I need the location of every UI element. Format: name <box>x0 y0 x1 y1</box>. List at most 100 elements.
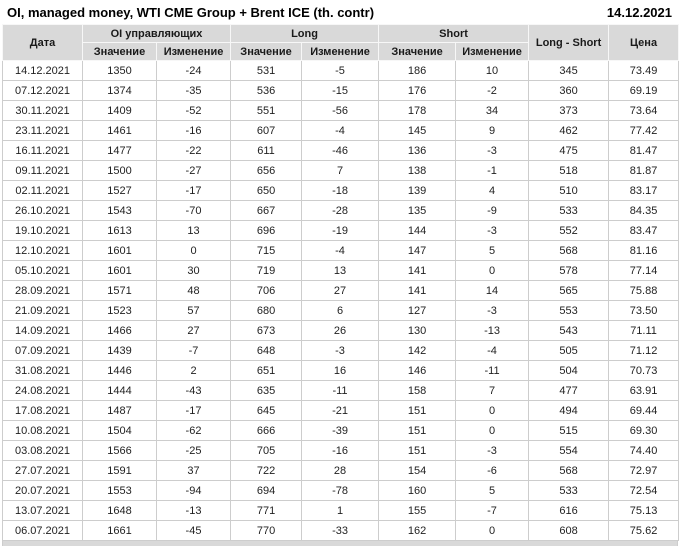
col-header-price: Цена <box>608 24 680 61</box>
table-row: 23.11.2021 1461 -16 607 -4 145 9 462 77.… <box>2 120 680 141</box>
table-row: 13.07.2021 1648 -13 771 1 155 -7 616 75.… <box>2 500 680 521</box>
cell-long-change: -19 <box>301 220 380 241</box>
cell-oi-change: -35 <box>155 80 232 101</box>
cell-oi-value: 1466 <box>82 320 157 341</box>
cell-long-value: 635 <box>230 380 303 401</box>
cell-oi-value: 1527 <box>82 180 157 201</box>
cell-long-value: 694 <box>230 480 303 501</box>
cell-oi-change: -22 <box>155 140 232 161</box>
cell-long-value: 551 <box>230 100 303 121</box>
cell-long-short: 477 <box>528 380 610 401</box>
col-header-oi-change: Изменение <box>155 42 232 61</box>
cell-long-change: -4 <box>301 120 380 141</box>
table-row: 09.11.2021 1500 -27 656 7 138 -1 518 81.… <box>2 160 680 181</box>
cell-short-change: -13 <box>455 320 530 341</box>
cell-long-change: -5 <box>301 60 380 81</box>
cell-long-value: 680 <box>230 300 303 321</box>
cell-short-change: -3 <box>455 140 530 161</box>
cell-long-short: 360 <box>528 80 610 101</box>
cell-short-change: -1 <box>455 160 530 181</box>
cell-short-value: 154 <box>378 460 457 481</box>
table-row: 20.07.2021 1553 -94 694 -78 160 5 533 72… <box>2 480 680 501</box>
cell-short-value: 160 <box>378 480 457 501</box>
col-header-short-value: Значение <box>378 42 457 61</box>
col-header-date: Дата <box>2 24 83 61</box>
col-group-short: Short <box>378 24 530 43</box>
cell-long-short: 518 <box>528 160 610 181</box>
cell-oi-value: 1601 <box>82 240 157 261</box>
cell-long-change: -39 <box>301 420 380 441</box>
cell-price: 77.42 <box>608 120 680 141</box>
cell-oi-value: 1613 <box>82 220 157 241</box>
table-row: 16.11.2021 1477 -22 611 -46 136 -3 475 8… <box>2 140 680 161</box>
cell-short-change: 5 <box>455 240 530 261</box>
cell-oi-change: -62 <box>155 420 232 441</box>
cell-oi-change: -94 <box>155 480 232 501</box>
cell-long-short: 510 <box>528 180 610 201</box>
col-header-long-short: Long - Short <box>528 24 610 61</box>
table-row: 14.09.2021 1466 27 673 26 130 -13 543 71… <box>2 320 680 341</box>
table-row: 30.11.2021 1409 -52 551 -56 178 34 373 7… <box>2 100 680 121</box>
cell-date: 16.11.2021 <box>2 140 83 161</box>
cell-long-change: -15 <box>301 80 380 101</box>
cell-price: 73.49 <box>608 60 680 81</box>
cell-short-value: 145 <box>378 120 457 141</box>
cell-long-change: 7 <box>301 160 380 181</box>
cell-oi-change: -43 <box>155 380 232 401</box>
cell-oi-value: 1461 <box>82 120 157 141</box>
cell-short-change: 34 <box>455 100 530 121</box>
col-header-long-change: Изменение <box>301 42 380 61</box>
cell-long-value: 611 <box>230 140 303 161</box>
cell-short-value: 151 <box>378 440 457 461</box>
cell-short-value: 147 <box>378 240 457 261</box>
cell-oi-value: 1571 <box>82 280 157 301</box>
cell-date: 10.08.2021 <box>2 420 83 441</box>
cell-date: 21.09.2021 <box>2 300 83 321</box>
cell-short-change: 4 <box>455 180 530 201</box>
cell-date: 19.10.2021 <box>2 220 83 241</box>
cell-date: 26.10.2021 <box>2 200 83 221</box>
cell-long-short: 515 <box>528 420 610 441</box>
cell-date: 12.10.2021 <box>2 240 83 261</box>
cell-oi-value: 1661 <box>82 520 157 541</box>
cell-long-short: 462 <box>528 120 610 141</box>
cell-oi-change: -70 <box>155 200 232 221</box>
cell-short-change: 9 <box>455 120 530 141</box>
cell-oi-value: 1409 <box>82 100 157 121</box>
cell-oi-change: -17 <box>155 180 232 201</box>
cell-short-change: 10 <box>455 60 530 81</box>
cell-long-value: 715 <box>230 240 303 261</box>
cell-oi-value: 1543 <box>82 200 157 221</box>
cell-short-change: 0 <box>455 400 530 421</box>
cell-short-value: 146 <box>378 360 457 381</box>
cell-price: 72.97 <box>608 460 680 481</box>
cell-long-change: 28 <box>301 460 380 481</box>
table-row: 10.08.2021 1504 -62 666 -39 151 0 515 69… <box>2 420 680 441</box>
table-row: 02.11.2021 1527 -17 650 -18 139 4 510 83… <box>2 180 680 201</box>
table-row: 24.08.2021 1444 -43 635 -11 158 7 477 63… <box>2 380 680 401</box>
cell-long-value: 648 <box>230 340 303 361</box>
cell-long-short: 578 <box>528 260 610 281</box>
cell-oi-value: 1566 <box>82 440 157 461</box>
cell-short-change: 0 <box>455 420 530 441</box>
col-header-oi-value: Значение <box>82 42 157 61</box>
cell-short-change: -2 <box>455 80 530 101</box>
cell-oi-value: 1648 <box>82 500 157 521</box>
partial-next-row <box>2 541 678 546</box>
cell-oi-value: 1446 <box>82 360 157 381</box>
cell-oi-value: 1500 <box>82 160 157 181</box>
cell-long-change: 13 <box>301 260 380 281</box>
table-row: 17.08.2021 1487 -17 645 -21 151 0 494 69… <box>2 400 680 421</box>
cell-price: 72.54 <box>608 480 680 501</box>
cell-long-short: 565 <box>528 280 610 301</box>
cell-price: 84.35 <box>608 200 680 221</box>
cell-short-value: 127 <box>378 300 457 321</box>
cell-long-value: 673 <box>230 320 303 341</box>
cell-short-value: 136 <box>378 140 457 161</box>
cell-short-change: 14 <box>455 280 530 301</box>
cell-price: 69.19 <box>608 80 680 101</box>
cell-date: 27.07.2021 <box>2 460 83 481</box>
cell-price: 70.73 <box>608 360 680 381</box>
cell-long-value: 705 <box>230 440 303 461</box>
cell-long-change: -33 <box>301 520 380 541</box>
